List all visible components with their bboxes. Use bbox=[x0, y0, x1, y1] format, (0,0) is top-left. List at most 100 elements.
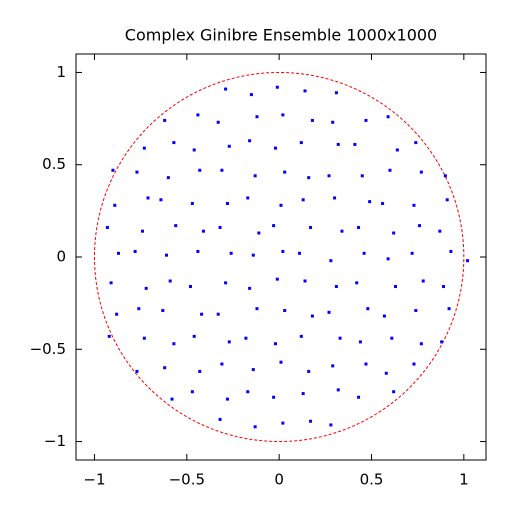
point bbox=[299, 334, 303, 338]
point bbox=[338, 336, 342, 340]
point bbox=[386, 257, 390, 261]
point bbox=[105, 225, 109, 229]
point bbox=[447, 307, 451, 311]
point bbox=[309, 225, 313, 229]
point bbox=[340, 229, 344, 233]
point bbox=[381, 201, 385, 205]
point bbox=[190, 390, 194, 394]
point bbox=[392, 390, 396, 394]
point bbox=[310, 314, 314, 318]
point bbox=[272, 395, 276, 399]
point bbox=[334, 91, 338, 95]
point bbox=[273, 146, 277, 150]
point bbox=[272, 224, 276, 228]
point bbox=[301, 392, 305, 396]
point bbox=[364, 362, 368, 366]
point bbox=[227, 144, 231, 148]
point bbox=[362, 251, 366, 255]
point bbox=[301, 198, 305, 202]
point bbox=[445, 198, 449, 202]
point bbox=[225, 201, 229, 205]
point bbox=[257, 231, 261, 235]
point bbox=[412, 362, 416, 366]
point bbox=[163, 118, 167, 122]
point bbox=[283, 170, 287, 174]
point bbox=[392, 231, 396, 235]
x-tick-label: 1 bbox=[459, 471, 469, 489]
point bbox=[201, 229, 205, 233]
point bbox=[395, 148, 399, 152]
point bbox=[144, 286, 148, 290]
point bbox=[440, 340, 444, 344]
point bbox=[111, 168, 115, 172]
point bbox=[307, 176, 311, 180]
x-tick-label: −0.5 bbox=[169, 471, 205, 489]
point bbox=[334, 285, 338, 289]
point bbox=[279, 360, 283, 364]
point bbox=[248, 286, 252, 290]
point bbox=[273, 342, 277, 346]
point bbox=[220, 362, 224, 366]
point bbox=[198, 168, 202, 172]
x-tick-label: 0 bbox=[274, 471, 284, 489]
point bbox=[357, 395, 361, 399]
point bbox=[133, 249, 137, 253]
point bbox=[229, 251, 233, 255]
point bbox=[166, 176, 170, 180]
point bbox=[198, 369, 202, 373]
point bbox=[449, 249, 453, 253]
point bbox=[170, 397, 174, 401]
point bbox=[327, 310, 331, 314]
point bbox=[333, 196, 337, 200]
point bbox=[109, 281, 113, 285]
point bbox=[192, 148, 196, 152]
point bbox=[200, 312, 204, 316]
point bbox=[329, 423, 333, 427]
point bbox=[414, 141, 418, 145]
point bbox=[168, 279, 172, 283]
point bbox=[224, 281, 228, 285]
point bbox=[275, 277, 279, 281]
point bbox=[140, 229, 144, 233]
point bbox=[384, 371, 388, 375]
reference-circle bbox=[93, 71, 465, 443]
point bbox=[299, 141, 303, 145]
point bbox=[246, 196, 250, 200]
x-tick-label: 0.5 bbox=[360, 471, 384, 489]
point bbox=[137, 307, 141, 311]
point bbox=[218, 417, 222, 421]
point bbox=[116, 251, 120, 255]
point bbox=[419, 170, 423, 174]
point bbox=[336, 142, 340, 146]
point bbox=[220, 168, 224, 172]
point bbox=[216, 120, 220, 124]
point bbox=[251, 368, 255, 372]
point bbox=[190, 201, 194, 205]
point bbox=[331, 364, 335, 368]
point bbox=[172, 342, 176, 346]
point bbox=[309, 419, 313, 423]
y-tick-label: 1 bbox=[56, 63, 66, 81]
x-tick-label: −1 bbox=[83, 471, 105, 489]
point bbox=[135, 170, 139, 174]
point bbox=[388, 168, 392, 172]
point bbox=[418, 224, 422, 228]
point bbox=[246, 390, 250, 394]
point bbox=[255, 115, 259, 119]
point bbox=[329, 259, 333, 263]
point bbox=[281, 249, 285, 253]
point bbox=[225, 397, 229, 401]
point bbox=[466, 259, 470, 263]
point bbox=[174, 224, 178, 228]
point bbox=[135, 369, 139, 373]
point bbox=[159, 198, 163, 202]
point bbox=[368, 200, 372, 204]
point bbox=[107, 334, 111, 338]
point bbox=[251, 253, 255, 257]
point bbox=[196, 249, 200, 253]
point bbox=[297, 251, 301, 255]
point bbox=[327, 174, 331, 178]
point bbox=[390, 336, 394, 340]
point bbox=[255, 307, 259, 311]
